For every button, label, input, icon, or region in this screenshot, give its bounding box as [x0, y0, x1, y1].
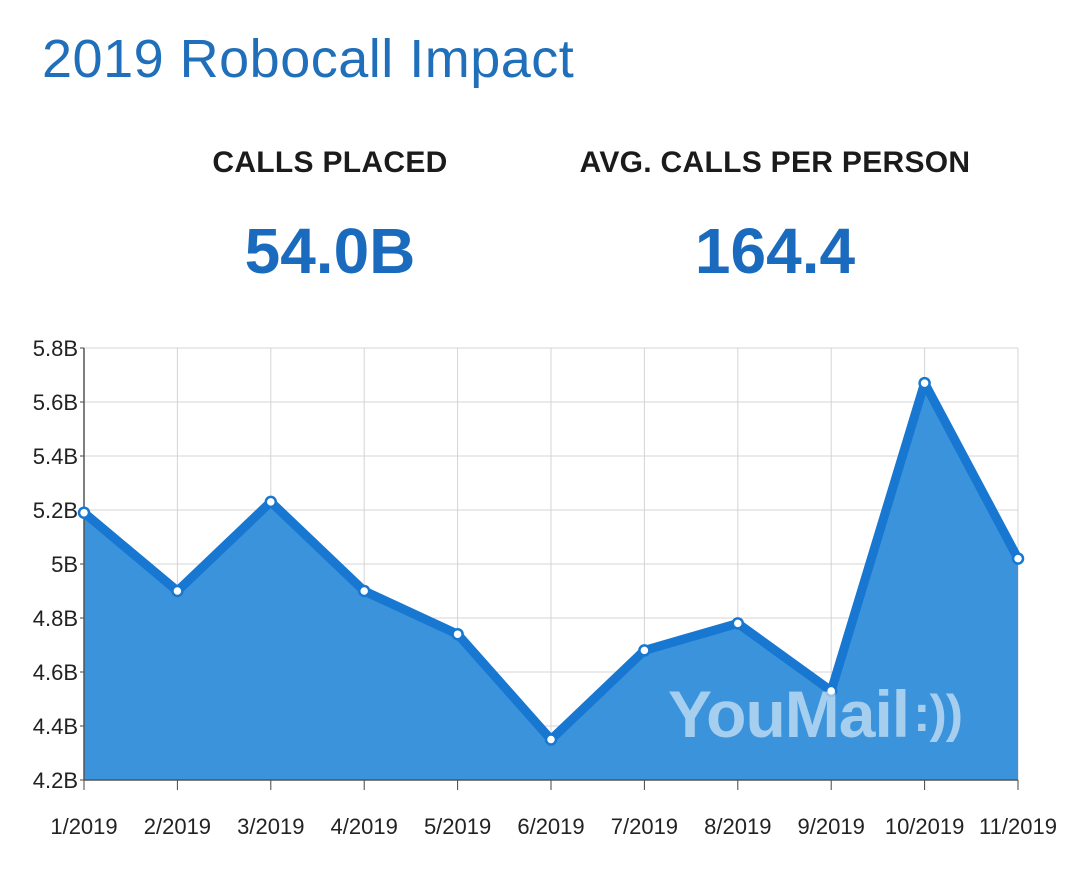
y-tick-label: 5.4B: [33, 444, 78, 469]
y-tick-label: 5.6B: [33, 390, 78, 415]
y-tick-label: 4.4B: [33, 714, 78, 739]
x-tick-label: 4/2019: [331, 814, 398, 839]
data-point: [171, 584, 184, 598]
data-point: [264, 495, 278, 509]
data-point: [918, 376, 931, 390]
x-tick-label: 7/2019: [611, 814, 678, 839]
chart-title: 2019 Robocall Impact: [42, 29, 575, 89]
x-tick-label: 10/2019: [885, 814, 965, 839]
x-tick-label: 5/2019: [424, 814, 491, 839]
stat-calls-placed-value: 54.0B: [244, 215, 416, 287]
data-point: [1011, 552, 1025, 565]
x-tick-label: 11/2019: [979, 814, 1057, 839]
data-point: [357, 584, 371, 598]
x-tick-label: 2/2019: [144, 814, 211, 839]
data-point: [824, 684, 838, 698]
y-tick-label: 4.2B: [33, 768, 78, 793]
stat-calls-placed-label: CALLS PLACED: [212, 146, 448, 179]
x-tick-label: 9/2019: [798, 814, 865, 839]
stat-avg-calls-label: AVG. CALLS PER PERSON: [579, 146, 971, 179]
y-tick-label: 5.8B: [33, 336, 78, 361]
y-tick-label: 4.8B: [33, 606, 78, 631]
x-tick-label: 3/2019: [237, 814, 304, 839]
data-point: [544, 733, 558, 746]
data-point: [638, 644, 651, 657]
series-area: [84, 383, 1018, 780]
y-tick-label: 5.2B: [33, 498, 78, 523]
y-tick-label: 4.6B: [33, 660, 78, 685]
y-tick-label: 5B: [51, 552, 78, 577]
x-tick-label: 6/2019: [517, 814, 584, 839]
data-point: [77, 506, 91, 519]
data-point: [731, 617, 745, 630]
x-tick-label: 1/2019: [50, 814, 117, 839]
stat-avg-calls-value: 164.4: [694, 215, 856, 287]
x-tick-label: 8/2019: [704, 814, 771, 839]
stat-avg-calls: AVG. CALLS PER PERSON 164.4: [540, 146, 1010, 288]
data-point: [451, 627, 464, 641]
stat-calls-placed: CALLS PLACED 54.0B: [150, 146, 510, 288]
